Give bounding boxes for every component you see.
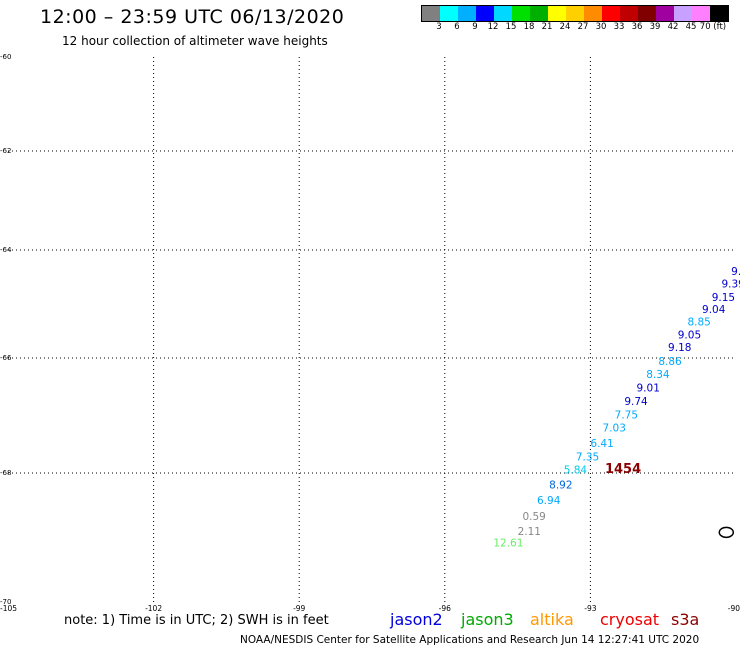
wave-height-value: 9.18 — [668, 342, 691, 354]
map-subtitle: 12 hour collection of altimeter wave hei… — [62, 34, 328, 48]
color-scale-label: 45 — [685, 22, 697, 32]
island-shape — [718, 526, 735, 539]
color-scale-label: 18 — [523, 22, 535, 32]
wave-height-value: 7.35 — [576, 451, 599, 463]
wave-height-value: 2.11 — [518, 526, 541, 538]
wave-height-value: 9.74 — [624, 396, 648, 408]
legend-jason2: jason2 — [390, 610, 443, 629]
color-scale-label: 30 — [595, 22, 607, 32]
lat-tick-label: -68 — [0, 469, 11, 477]
wave-height-value: 5.84 — [564, 465, 588, 477]
color-swatch — [584, 6, 602, 21]
color-scale-label: 24 — [559, 22, 571, 32]
lat-tick-label: -70 — [0, 598, 11, 606]
island-outline — [718, 526, 735, 539]
color-scale-label: 12 — [487, 22, 499, 32]
color-scale-label: 6 — [454, 22, 460, 32]
color-scale-label: 9 — [472, 22, 478, 32]
color-scale-label: 3 — [436, 22, 442, 32]
color-scale-label: 15 — [505, 22, 517, 32]
lon-tick-label: -96 — [439, 604, 451, 613]
color-swatch — [440, 6, 458, 21]
color-scale-label: 36 — [631, 22, 643, 32]
lat-tick-label: -66 — [0, 354, 12, 362]
legend-altika: altika — [530, 610, 574, 629]
color-scale-bar — [421, 5, 729, 22]
lon-tick-label: -93 — [584, 604, 596, 613]
color-scale-label: 33 — [613, 22, 625, 32]
map-title: 12:00 – 23:59 UTC 06/13/2020 — [40, 6, 345, 28]
pass-labels: 14531454 — [605, 462, 641, 477]
wave-height-value: 0.59 — [522, 511, 545, 523]
lon-tick-label: -99 — [293, 604, 305, 613]
legend-jason3: jason3 — [461, 610, 514, 629]
lon-tick-label: -90 — [728, 604, 740, 613]
color-swatch — [638, 6, 656, 21]
axis-labels: -60 -62 -64 -66 -68 -70-105 -102 -99 -96 -93 -90 — [0, 53, 740, 613]
wave-height-value: 8.85 — [687, 317, 710, 329]
color-swatch — [710, 6, 728, 21]
color-scale-label: 70 (ft) — [699, 22, 727, 32]
wave-height-value: 6.94 — [537, 495, 561, 507]
wave-height-value: 9.04 — [702, 304, 726, 316]
color-scale-label: 42 — [667, 22, 679, 32]
color-swatch — [530, 6, 548, 21]
lon-tick-label: -102 — [145, 604, 162, 613]
color-swatch — [548, 6, 566, 21]
wave-observations: 12.612.11 0.59 6.94 8.92 5.84 7.356.41 7.03 7.7… — [493, 266, 740, 550]
color-swatch — [620, 6, 638, 21]
color-scale-label: 21 — [541, 22, 553, 32]
wave-height-value: 6.41 — [590, 438, 613, 450]
pass-time-label: 1454 — [605, 462, 641, 477]
footer-credit: NOAA/NESDIS Center for Satellite Applica… — [240, 634, 700, 646]
color-swatch — [674, 6, 692, 21]
color-scale-label: 39 — [649, 22, 661, 32]
wave-height-value: 7.75 — [615, 409, 638, 421]
wave-height-value: 9.39 — [721, 278, 740, 290]
lon-tick-label: -105 — [0, 604, 17, 613]
legend-s3a: s3a — [671, 610, 700, 629]
wave-height-value: 8.92 — [549, 479, 572, 491]
color-swatch — [458, 6, 476, 21]
wave-height-value: 8.34 — [646, 369, 670, 381]
wave-height-value: 9.42 — [731, 266, 740, 278]
units-note: note: 1) Time is in UTC; 2) SWH is in fe… — [64, 613, 329, 628]
color-swatch — [656, 6, 674, 21]
wave-height-value: 7.03 — [603, 423, 626, 435]
color-swatch — [692, 6, 710, 21]
color-swatch — [476, 6, 494, 21]
wave-height-value: 9.05 — [678, 330, 701, 342]
color-swatch — [512, 6, 530, 21]
color-swatch — [422, 6, 440, 21]
color-swatch — [602, 6, 620, 21]
wave-height-value: 12.61 — [493, 538, 523, 550]
wave-height-value: 9.01 — [637, 382, 660, 394]
color-scale-label: 27 — [577, 22, 589, 32]
color-swatch — [566, 6, 584, 21]
lat-tick-label: -64 — [0, 246, 12, 254]
wave-height-value: 9.15 — [712, 292, 735, 304]
lat-tick-label: -60 — [0, 53, 11, 61]
graticule-grid — [8, 57, 736, 602]
lat-tick-label: -62 — [0, 147, 11, 155]
wave-height-value: 8.86 — [658, 356, 682, 368]
color-swatch — [494, 6, 512, 21]
legend-cryosat: cryosat — [600, 610, 660, 629]
